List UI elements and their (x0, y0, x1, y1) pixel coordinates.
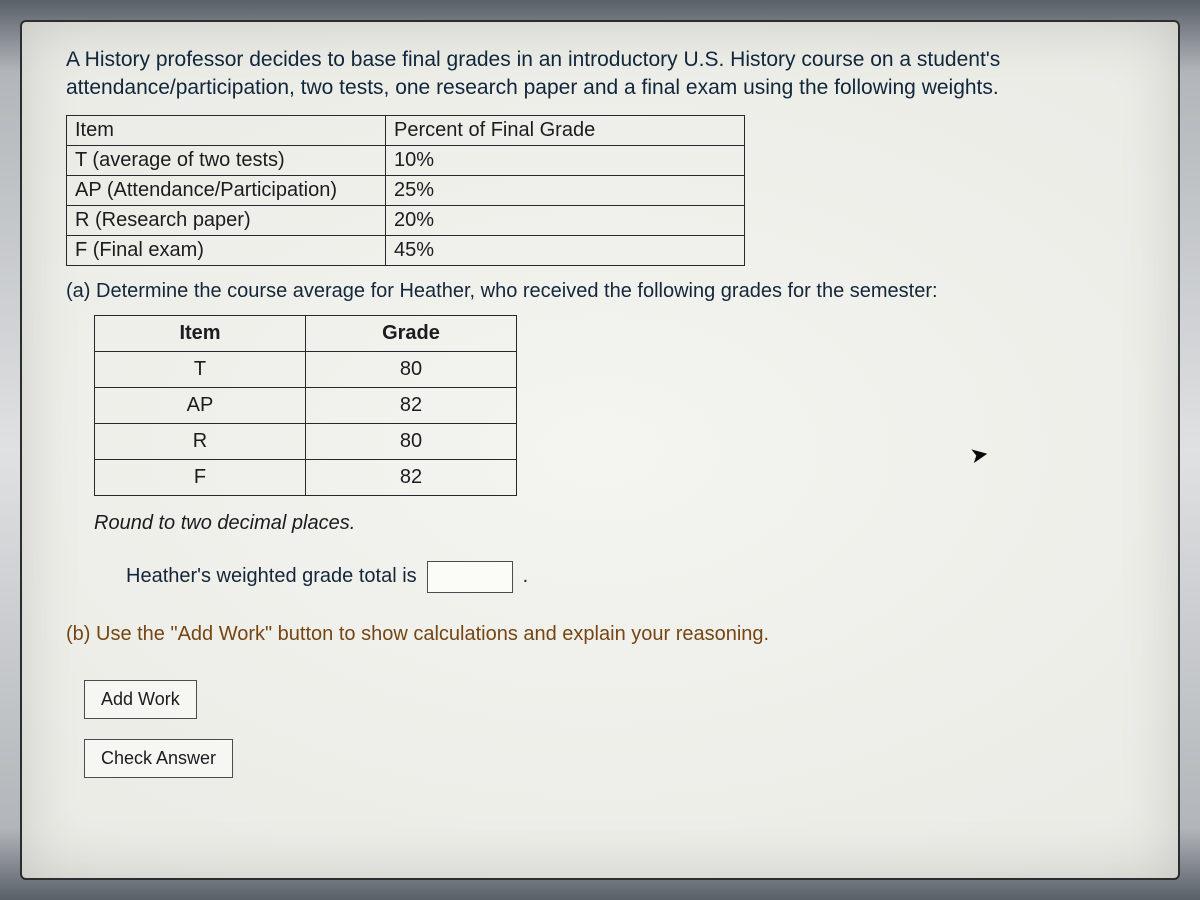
grades-grade: 82 (306, 459, 517, 495)
grades-item: AP (95, 387, 306, 423)
weights-header-item: Item (67, 115, 386, 145)
cursor-icon: ➤ (967, 441, 990, 470)
part-b-text: (b) Use the "Add Work" button to show ca… (66, 623, 1134, 646)
intro-text: A History professor decides to base fina… (66, 46, 1134, 103)
grades-grade: 82 (306, 387, 517, 423)
grades-header-grade: Grade (306, 315, 517, 351)
weights-header-pct: Percent of Final Grade (386, 115, 745, 145)
add-work-button[interactable]: Add Work (84, 680, 197, 719)
weights-item: R (Research paper) (67, 205, 386, 235)
grades-table: Item Grade T 80 AP 82 R 80 F 82 (94, 315, 517, 496)
grades-item: F (95, 459, 306, 495)
grades-header-item: Item (95, 315, 306, 351)
weights-pct: 10% (386, 145, 745, 175)
weights-pct: 45% (386, 235, 745, 265)
weights-table: Item Percent of Final Grade T (average o… (66, 115, 745, 266)
question-panel: A History professor decides to base fina… (20, 20, 1180, 880)
table-row: AP (Attendance/Participation) 25% (67, 175, 745, 205)
answer-period: . (523, 565, 529, 588)
table-row: F 82 (95, 459, 517, 495)
table-row: T 80 (95, 351, 517, 387)
round-note: Round to two decimal places. (94, 512, 1134, 535)
weights-item: F (Final exam) (67, 235, 386, 265)
grades-item: R (95, 423, 306, 459)
weights-item: AP (Attendance/Participation) (67, 175, 386, 205)
weights-pct: 25% (386, 175, 745, 205)
answer-label: Heather's weighted grade total is (126, 565, 417, 588)
weights-pct: 20% (386, 205, 745, 235)
answer-input[interactable] (427, 561, 513, 593)
table-row: T (average of two tests) 10% (67, 145, 745, 175)
grades-grade: 80 (306, 423, 517, 459)
table-row: Item Percent of Final Grade (67, 115, 745, 145)
table-row: Item Grade (95, 315, 517, 351)
part-a-text: (a) Determine the course average for Hea… (66, 280, 1134, 303)
table-row: R 80 (95, 423, 517, 459)
table-row: R (Research paper) 20% (67, 205, 745, 235)
table-row: AP 82 (95, 387, 517, 423)
weights-item: T (average of two tests) (67, 145, 386, 175)
check-answer-button[interactable]: Check Answer (84, 739, 233, 778)
table-row: F (Final exam) 45% (67, 235, 745, 265)
grades-grade: 80 (306, 351, 517, 387)
grades-item: T (95, 351, 306, 387)
answer-line: Heather's weighted grade total is . (126, 561, 1134, 593)
